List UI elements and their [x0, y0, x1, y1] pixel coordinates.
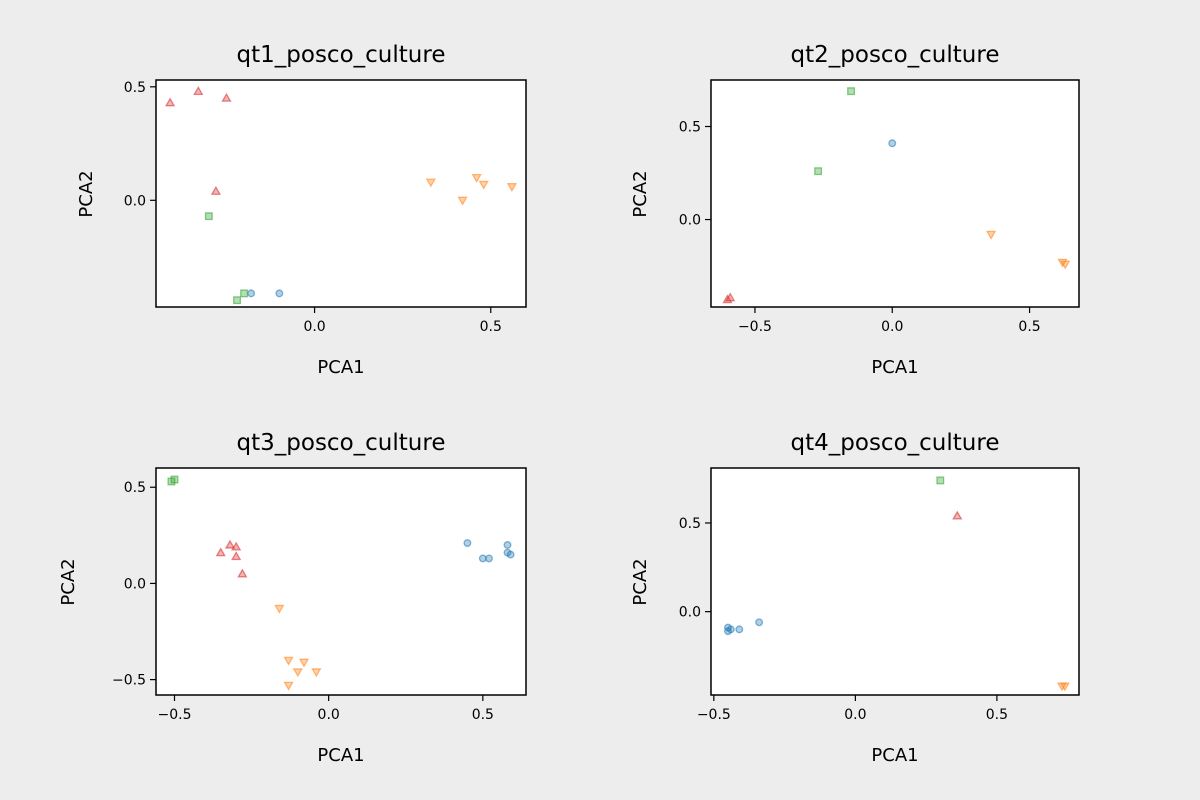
plot-area: [710, 79, 1080, 308]
y-tick-label: 0.0: [124, 193, 146, 209]
y-tick-label: 0.5: [679, 516, 701, 532]
markers: [164, 86, 518, 305]
square-marker: [204, 212, 213, 221]
plot-area: [155, 467, 527, 696]
x-axis-label: PCA1: [871, 745, 918, 766]
chart-title: qt1_posco_culture: [237, 42, 446, 68]
circle-marker: [755, 618, 764, 627]
triangle-down-marker: [457, 196, 468, 206]
circle-marker: [247, 289, 256, 298]
triangle-down-marker: [985, 230, 997, 240]
square-marker: [936, 476, 945, 485]
triangle-down-marker: [506, 183, 518, 193]
x-tick-label: −0.5: [738, 319, 772, 335]
square-marker: [814, 167, 823, 176]
triangle-up-marker: [224, 539, 236, 549]
y-axis-label: PCA2: [76, 170, 97, 217]
circle-marker: [735, 625, 744, 634]
circle-marker: [726, 625, 735, 634]
triangle-up-marker: [722, 294, 733, 304]
y-tick-label: 0.5: [124, 80, 146, 96]
x-axis-ticks: −0.5 0.0 0.5: [697, 695, 1008, 723]
triangle-down-marker: [274, 604, 285, 614]
x-tick-label: 0.5: [480, 319, 502, 335]
x-tick-label: −0.5: [697, 707, 731, 723]
y-tick-label: 0.0: [679, 213, 701, 229]
triangle-down-marker: [1059, 682, 1070, 692]
y-axis-ticks: 0.0 0.5: [679, 120, 711, 229]
circle-marker: [485, 554, 493, 563]
triangle-down-marker: [478, 180, 489, 190]
triangle-down-marker: [311, 668, 322, 678]
triangle-down-marker: [425, 178, 436, 188]
x-axis-label: PCA1: [317, 357, 364, 378]
y-axis-label: PCA2: [630, 170, 651, 217]
x-tick-label: −0.5: [158, 707, 192, 723]
triangle-up-marker: [215, 547, 226, 557]
square-marker: [240, 289, 249, 298]
square-marker: [847, 87, 856, 96]
chart-title: qt3_posco_culture: [237, 430, 446, 456]
x-axis-label: PCA1: [871, 357, 918, 378]
subplot-qt4: −0.5 0.0 0.5 0.0 0.5 qt4_posco_culture PCA1…: [630, 430, 1080, 766]
square-marker: [233, 296, 241, 305]
circle-marker: [503, 540, 512, 549]
chart-title: qt4_posco_culture: [791, 430, 1000, 456]
circle-marker: [275, 289, 284, 298]
circle-marker: [463, 539, 472, 547]
x-tick-label: 0.0: [318, 707, 340, 723]
circle-marker: [888, 139, 897, 148]
triangle-up-marker: [231, 551, 242, 561]
triangle-down-marker: [283, 656, 294, 666]
y-tick-label: 0.0: [679, 605, 701, 621]
x-axis-label: PCA1: [317, 745, 364, 766]
triangle-up-marker: [210, 185, 222, 195]
circle-marker: [506, 550, 515, 559]
plot-area: [710, 467, 1080, 696]
y-axis-ticks: 0.0 0.5: [124, 80, 156, 209]
subplot-qt2: −0.5 0.0 0.5 0.0 0.5 qt2_posco_culture PCA1…: [630, 42, 1080, 378]
triangle-up-marker: [221, 92, 232, 102]
triangle-up-marker: [193, 86, 204, 95]
triangle-down-marker: [298, 658, 310, 668]
y-tick-label: −0.5: [112, 673, 146, 689]
x-tick-label: 0.5: [1018, 319, 1040, 335]
triangle-up-marker: [164, 97, 176, 107]
triangle-down-marker: [471, 173, 482, 183]
triangle-down-marker: [1060, 260, 1071, 270]
subplot-qt1: 0.0 0.5 0.0 0.5 qt1_posco_culture PCA1 PCA…: [76, 42, 527, 378]
x-axis-ticks: −0.5 0.0 0.5: [158, 695, 494, 723]
triangle-up-marker: [237, 568, 248, 578]
y-tick-label: 0.0: [124, 576, 146, 592]
x-tick-label: 0.0: [881, 319, 903, 335]
x-tick-label: 0.0: [844, 707, 866, 723]
y-tick-label: 0.5: [124, 480, 146, 496]
y-axis-label: PCA2: [58, 558, 79, 605]
y-axis-ticks: −0.5 0.0 0.5: [112, 480, 156, 689]
triangle-down-marker: [292, 668, 303, 678]
x-tick-label: 0.0: [303, 319, 325, 335]
triangle-down-marker: [283, 681, 294, 691]
y-axis-ticks: 0.0 0.5: [679, 516, 711, 621]
x-axis-ticks: 0.0 0.5: [303, 307, 502, 335]
markers: [722, 87, 1071, 304]
chart-title: qt2_posco_culture: [791, 42, 1000, 68]
markers: [724, 476, 1070, 692]
x-tick-label: 0.5: [986, 707, 1008, 723]
plot-area: [155, 79, 527, 308]
x-tick-label: 0.5: [472, 707, 494, 723]
y-axis-label: PCA2: [630, 558, 651, 605]
y-tick-label: 0.5: [679, 120, 701, 136]
triangle-up-marker: [231, 541, 242, 551]
markers: [167, 475, 515, 691]
subplot-qt3: −0.5 0.0 0.5 −0.50.00.5 qt3_posco_culture …: [58, 430, 527, 766]
triangle-up-marker: [952, 510, 963, 520]
square-marker: [167, 477, 176, 486]
x-axis-ticks: −0.5 0.0 0.5: [738, 307, 1041, 335]
